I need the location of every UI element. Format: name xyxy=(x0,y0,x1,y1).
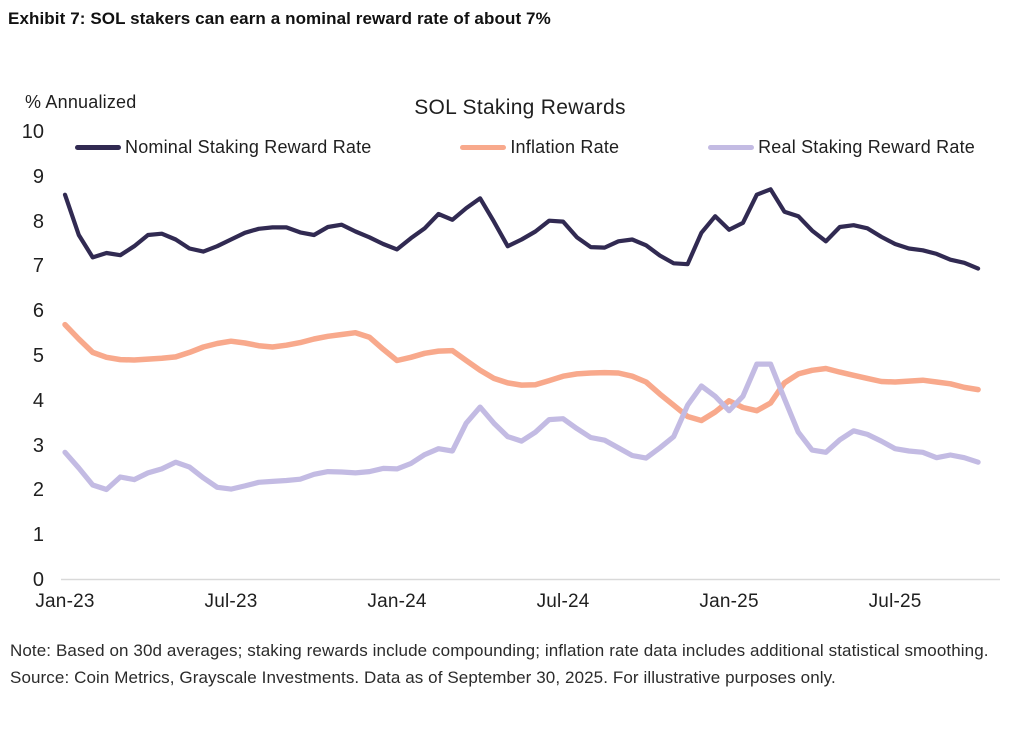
legend: Nominal Staking Reward Rate Inflation Rat… xyxy=(75,134,975,160)
y-tick-label-3: 3 xyxy=(32,434,44,457)
legend-item-real-staking-reward-rate: Real Staking Reward Rate xyxy=(708,137,975,158)
exhibit-title: Exhibit 7: SOL stakers can earn a nomina… xyxy=(8,9,551,28)
y-tick-label-1: 1 xyxy=(32,524,44,547)
y-tick-label-0: 0 xyxy=(32,569,44,591)
legend-label-nominal-staking-reward-rate: Nominal Staking Reward Rate xyxy=(125,136,372,157)
x-tick-label-jul-25: Jul-25 xyxy=(868,591,922,612)
y-tick-label-7: 7 xyxy=(32,255,44,278)
x-tick-label-jan-25: Jan-25 xyxy=(699,591,759,612)
inflation-rate-line xyxy=(62,321,981,424)
y-axis-label: % Annualized xyxy=(25,92,137,112)
legend-item-nominal-staking-reward-rate: Nominal Staking Reward Rate xyxy=(75,137,372,158)
legend-item-inflation-rate: Inflation Rate xyxy=(460,137,619,158)
chart-title: SOL Staking Rewards xyxy=(414,96,626,119)
y-tick-label-2: 2 xyxy=(32,479,44,502)
legend-swatch-real-staking-reward-rate xyxy=(708,144,755,150)
source-note: Note: Based on 30d averages; staking rew… xyxy=(10,641,989,687)
y-tick-label-9: 9 xyxy=(32,165,44,188)
y-tick-label-10: 10 xyxy=(21,121,44,143)
legend-label-real-staking-reward-rate: Real Staking Reward Rate xyxy=(758,136,975,157)
legend-swatch-nominal-staking-reward-rate xyxy=(75,144,121,150)
legend-swatch-inflation-rate xyxy=(460,144,507,150)
x-tick-label-jan-23: Jan-23 xyxy=(35,591,95,612)
y-tick-label-4: 4 xyxy=(32,389,44,412)
y-tick-label-5: 5 xyxy=(32,345,44,367)
x-tick-label-jul-23: Jul-23 xyxy=(204,591,258,612)
legend-label-inflation-rate: Inflation Rate xyxy=(510,136,620,157)
x-tick-label-jul-24: Jul-24 xyxy=(536,591,590,612)
real-staking-reward-rate-line xyxy=(62,361,981,493)
y-tick-label-8: 8 xyxy=(32,210,44,233)
nominal-staking-reward-rate-line xyxy=(62,187,981,271)
x-tick-label-jan-24: Jan-24 xyxy=(367,591,427,612)
y-tick-label-6: 6 xyxy=(32,300,44,323)
